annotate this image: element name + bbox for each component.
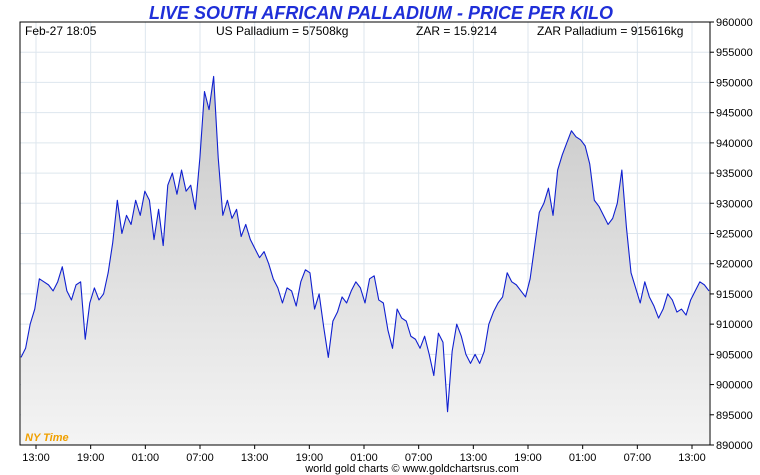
y-tick-label: 930000 — [716, 198, 753, 210]
y-tick-label: 950000 — [716, 77, 753, 89]
y-tick-label: 935000 — [716, 168, 753, 180]
x-tick-label: 13:00 — [22, 452, 50, 464]
y-tick-label: 890000 — [716, 440, 753, 452]
x-tick-label: 01:00 — [569, 452, 597, 464]
timezone-label: NY Time — [25, 432, 69, 444]
x-tick-label: 13:00 — [678, 452, 706, 464]
y-tick-label: 915000 — [716, 289, 753, 301]
x-tick-label: 13:00 — [241, 452, 269, 464]
y-tick-label: 905000 — [716, 349, 753, 361]
x-tick-label: 19:00 — [514, 452, 542, 464]
chart-title: LIVE SOUTH AFRICAN PALLADIUM - PRICE PER… — [149, 3, 613, 23]
header-datetime: Feb-27 18:05 — [25, 24, 97, 38]
x-tick-label: 19:00 — [77, 452, 105, 464]
x-tick-label: 01:00 — [350, 452, 378, 464]
y-tick-label: 895000 — [716, 410, 753, 422]
y-axis: 890000 895000 900000 905000 910000 915000 9200… — [710, 17, 753, 452]
y-tick-label: 945000 — [716, 108, 753, 120]
y-tick-label: 925000 — [716, 229, 753, 241]
y-tick-label: 920000 — [716, 259, 753, 271]
price-area-fill — [21, 76, 709, 445]
header-zar-rate: ZAR = 15.9214 — [416, 24, 497, 38]
x-tick-label: 07:00 — [624, 452, 652, 464]
x-tick-label: 07:00 — [405, 452, 433, 464]
x-tick-label: 01:00 — [132, 452, 160, 464]
x-tick-label: 19:00 — [296, 452, 324, 464]
y-tick-label: 955000 — [716, 47, 753, 59]
y-tick-label: 940000 — [716, 138, 753, 150]
chart-footer: world gold charts © www.goldchartsrus.co… — [304, 463, 519, 475]
x-axis: 13:00 19:00 01:00 07:00 13:00 19:00 01:00 07:00… — [22, 445, 706, 464]
y-tick-label: 900000 — [716, 380, 753, 392]
x-tick-label: 07:00 — [186, 452, 214, 464]
header-us-price: US Palladium = 57508kg — [216, 24, 348, 38]
y-tick-label: 910000 — [716, 319, 753, 331]
y-tick-label: 960000 — [716, 17, 753, 29]
price-area — [20, 75, 710, 445]
header-zar-price: ZAR Palladium = 915616kg — [537, 24, 683, 38]
x-tick-label: 13:00 — [460, 452, 488, 464]
price-series-line — [20, 75, 710, 413]
